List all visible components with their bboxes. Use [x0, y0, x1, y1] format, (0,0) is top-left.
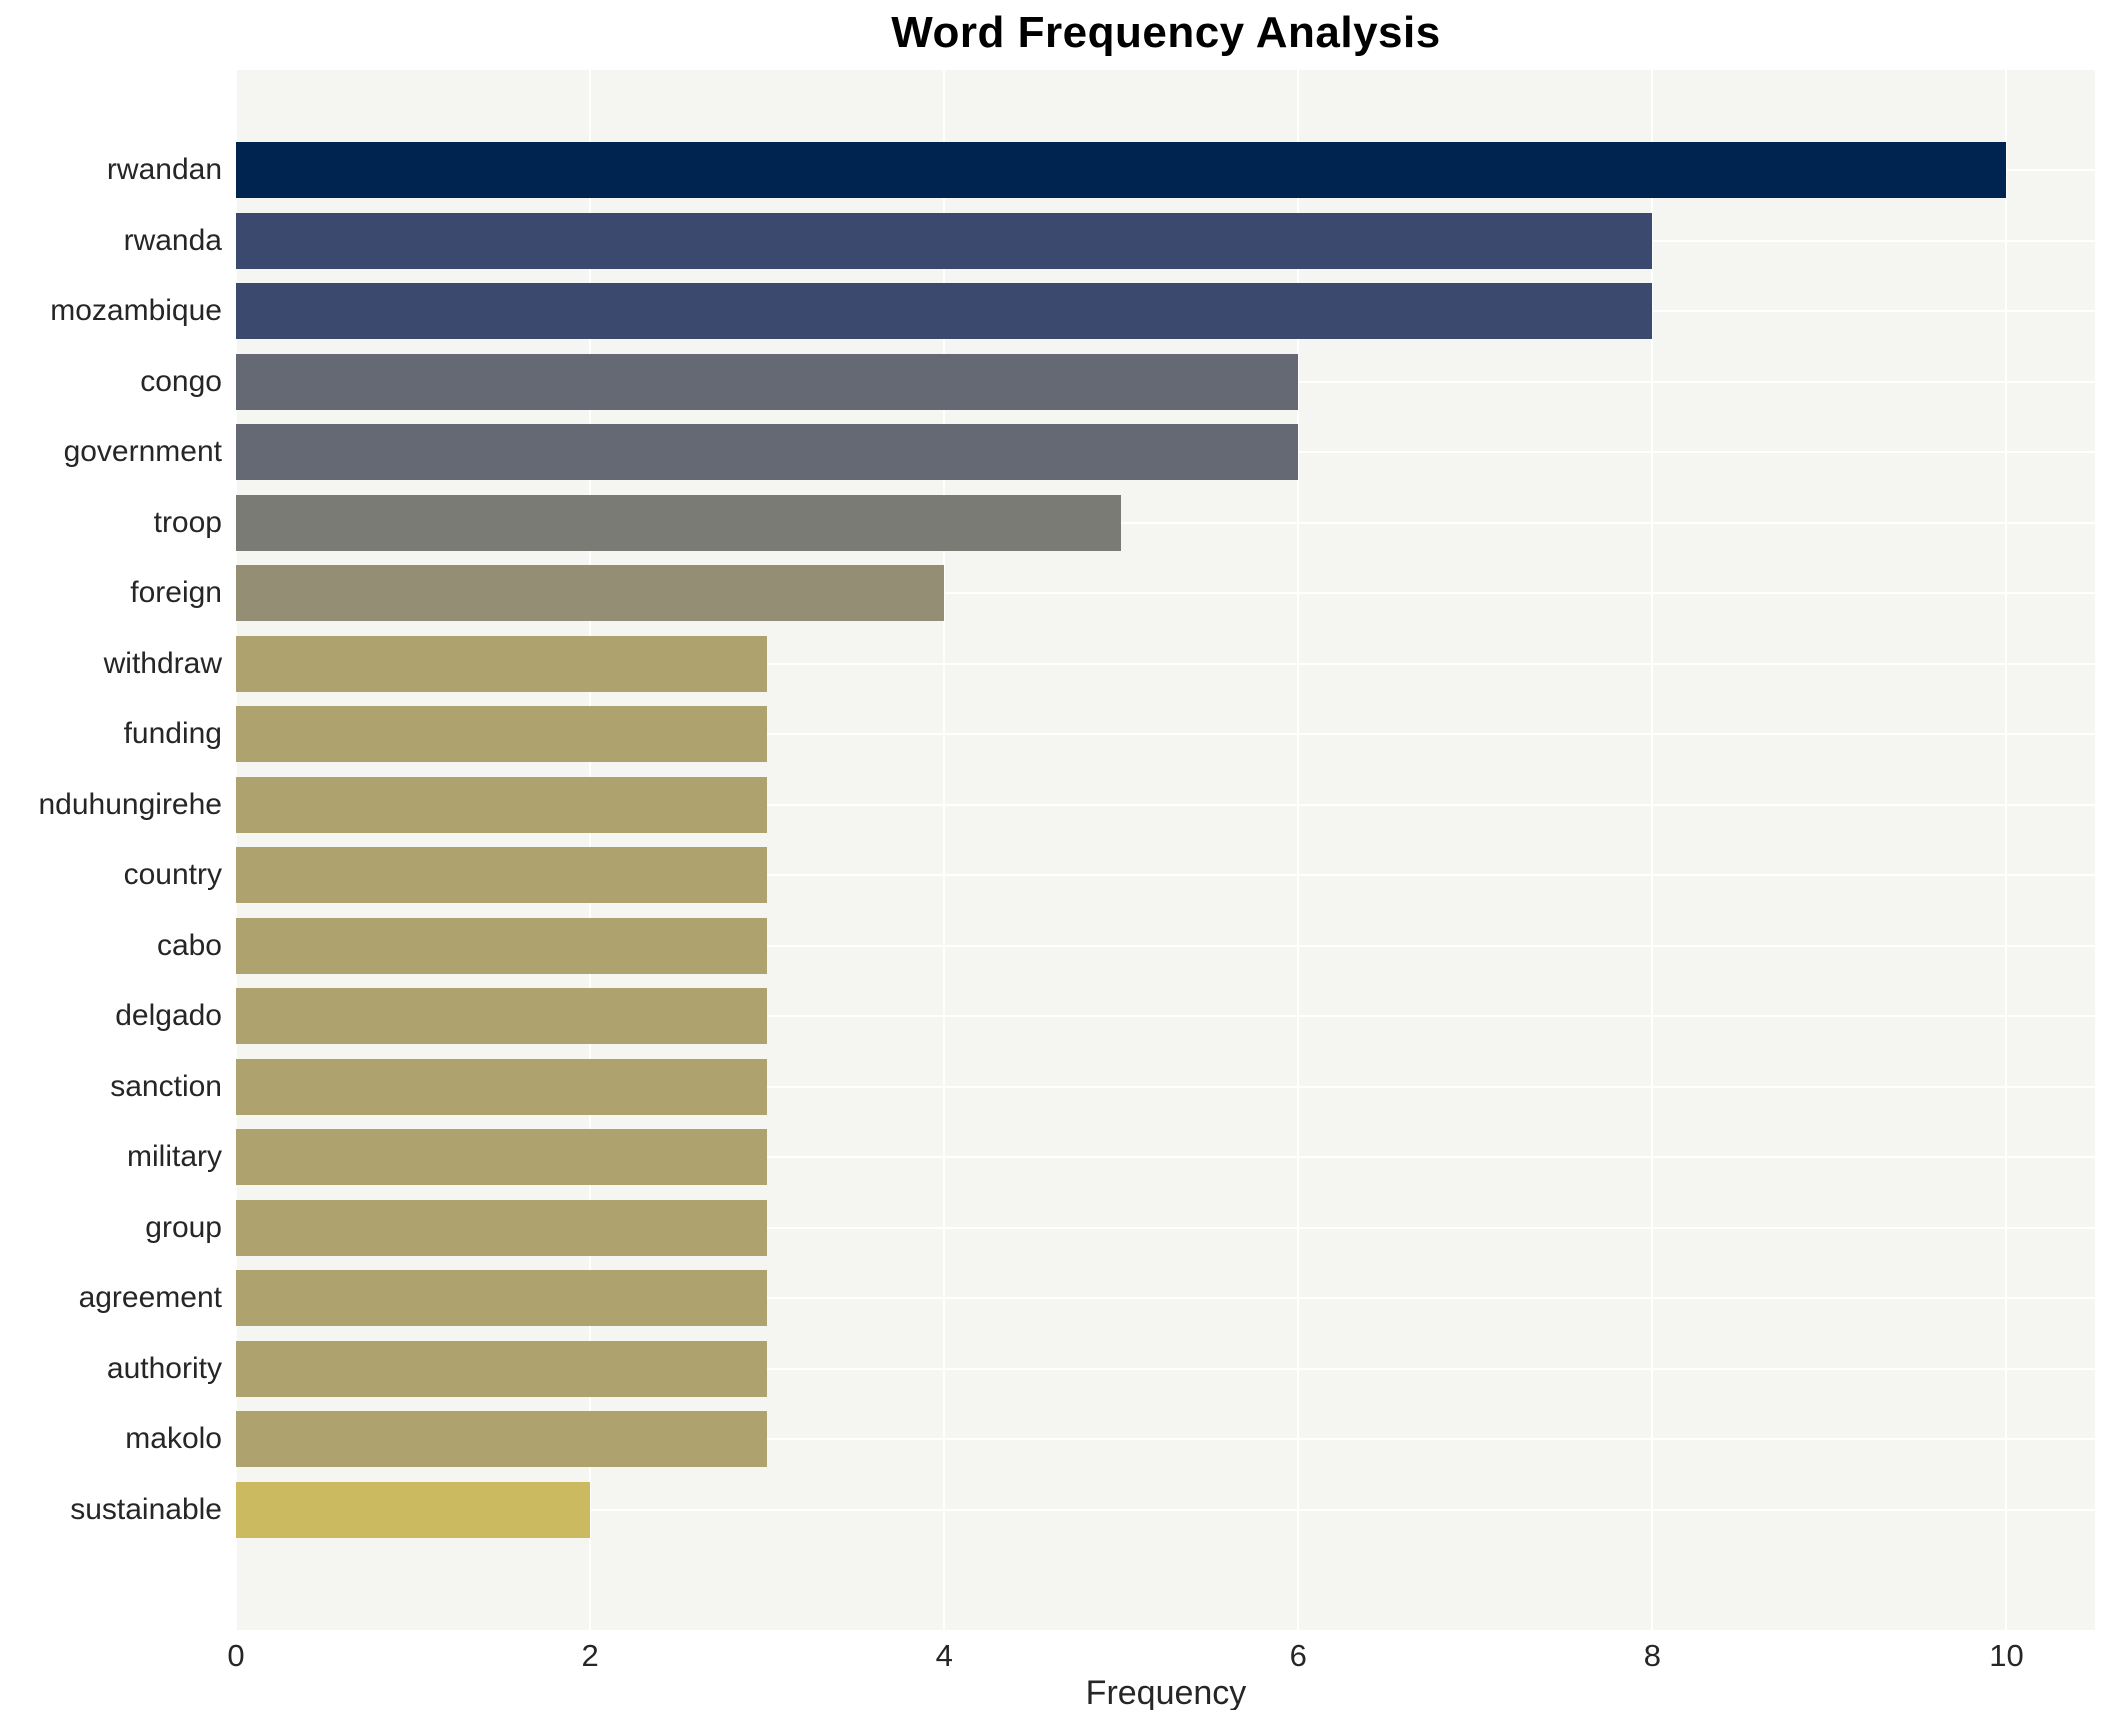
category-label-country: country	[123, 858, 222, 892]
x-axis-ticks: 0 2 4 6 8 10	[227, 1638, 2095, 1678]
bar-row: makolo	[125, 1404, 2095, 1475]
category-label-agreement: agreement	[78, 1281, 222, 1315]
bar-country	[236, 847, 768, 904]
bar-row: agreement	[79, 1263, 2095, 1334]
bar-row: group	[145, 1193, 2095, 1264]
chart-title: Word Frequency Analysis	[891, 8, 1441, 57]
category-label-cabo: cabo	[156, 928, 222, 962]
horizontal-gridline	[236, 1085, 2095, 1088]
horizontal-gridline	[236, 1226, 2095, 1229]
vertical-gridline	[2005, 70, 2008, 1630]
bar-row: sanction	[110, 1052, 2095, 1123]
category-label-rwandan: rwandan	[106, 153, 222, 187]
bar-cabo	[236, 917, 768, 974]
horizontal-gridline	[236, 803, 2095, 806]
bar-row: government	[64, 417, 2095, 488]
bar-troop	[236, 494, 1122, 551]
bar-government	[236, 424, 1299, 481]
plot-area: rwandan rwanda mozambique congo government tr…	[38, 70, 2095, 1630]
bar-delgado	[236, 988, 768, 1045]
bar-row: cabo	[157, 911, 2095, 982]
bar-row: rwanda	[124, 206, 2095, 277]
bar-row: rwandan	[107, 135, 2095, 206]
bar-nduhungirehe	[236, 776, 768, 833]
horizontal-gridline	[236, 944, 2095, 947]
vertical-gridline	[1297, 70, 1300, 1630]
horizontal-gridline	[236, 1015, 2095, 1018]
bar-row: country	[124, 840, 2095, 911]
x-tick-label-0: 0	[227, 1638, 245, 1673]
bar-military	[236, 1129, 768, 1186]
category-label-mozambique: mozambique	[50, 294, 222, 328]
horizontal-gridline	[236, 592, 2095, 595]
horizontal-gridline	[236, 1438, 2095, 1441]
bar-sanction	[236, 1058, 768, 1115]
horizontal-gridline	[236, 1297, 2095, 1300]
bar-row: withdraw	[104, 629, 2095, 700]
x-tick-label-4: 4	[935, 1638, 953, 1673]
bar-funding	[236, 706, 768, 763]
category-label-makolo: makolo	[125, 1422, 222, 1456]
category-label-foreign: foreign	[130, 576, 222, 610]
horizontal-gridline	[236, 662, 2095, 665]
category-label-troop: troop	[153, 505, 222, 539]
bar-rows: rwandan rwanda mozambique congo government tr…	[38, 135, 2095, 1546]
category-label-authority: authority	[106, 1351, 222, 1385]
vertical-gridline	[943, 70, 946, 1630]
category-label-congo: congo	[140, 364, 222, 398]
horizontal-gridline	[236, 733, 2095, 736]
vertical-gridline	[1651, 70, 1654, 1630]
bar-makolo	[236, 1411, 768, 1468]
horizontal-gridline	[236, 874, 2095, 877]
bar-row: military	[127, 1122, 2095, 1193]
bar-rwanda	[236, 212, 1653, 269]
category-label-sanction: sanction	[110, 1069, 222, 1103]
category-label-rwanda: rwanda	[123, 223, 222, 257]
bar-row: funding	[124, 699, 2095, 770]
x-tick-label-10: 10	[1989, 1638, 2024, 1673]
bar-row: foreign	[130, 558, 2095, 629]
category-label-sustainable: sustainable	[70, 1492, 222, 1526]
bar-mozambique	[236, 283, 1653, 340]
x-tick-label-2: 2	[581, 1638, 599, 1673]
bar-row: mozambique	[50, 276, 2095, 347]
category-label-group: group	[145, 1210, 222, 1244]
bar-row: delgado	[115, 981, 2095, 1052]
horizontal-gridline	[236, 1156, 2095, 1159]
bar-group	[236, 1199, 768, 1256]
bar-foreign	[236, 565, 945, 622]
category-label-nduhungirehe: nduhungirehe	[38, 787, 222, 821]
horizontal-gridline	[236, 1367, 2095, 1370]
x-axis-title: Frequency	[1085, 1674, 1247, 1710]
category-label-military: military	[127, 1140, 222, 1174]
bar-agreement	[236, 1270, 768, 1327]
bar-row: congo	[140, 347, 2095, 418]
x-tick-label-8: 8	[1643, 1638, 1661, 1673]
bar-sustainable	[236, 1481, 591, 1538]
category-label-withdraw: withdraw	[103, 646, 222, 680]
category-label-delgado: delgado	[115, 999, 222, 1033]
category-label-funding: funding	[123, 717, 222, 751]
bar-row: authority	[107, 1334, 2095, 1405]
category-label-government: government	[63, 435, 222, 469]
bar-congo	[236, 353, 1299, 410]
bar-row: nduhungirehe	[38, 770, 2095, 841]
bar-rwandan	[236, 142, 2007, 199]
bar-row: sustainable	[70, 1475, 2095, 1546]
x-tick-label-6: 6	[1289, 1638, 1307, 1673]
bar-withdraw	[236, 635, 768, 692]
bar-row: troop	[154, 488, 2095, 559]
horizontal-gridline	[236, 1508, 2095, 1511]
horizontal-gridline	[236, 521, 2095, 524]
bar-authority	[236, 1340, 768, 1397]
